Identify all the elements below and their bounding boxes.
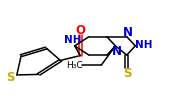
Text: N: N [112, 45, 122, 58]
Text: N: N [123, 26, 133, 39]
Text: H₃C: H₃C [66, 61, 83, 70]
Text: O: O [76, 24, 86, 37]
Text: S: S [6, 72, 14, 84]
Text: NH: NH [64, 35, 82, 45]
Text: NH: NH [134, 40, 152, 50]
Text: S: S [123, 66, 132, 79]
